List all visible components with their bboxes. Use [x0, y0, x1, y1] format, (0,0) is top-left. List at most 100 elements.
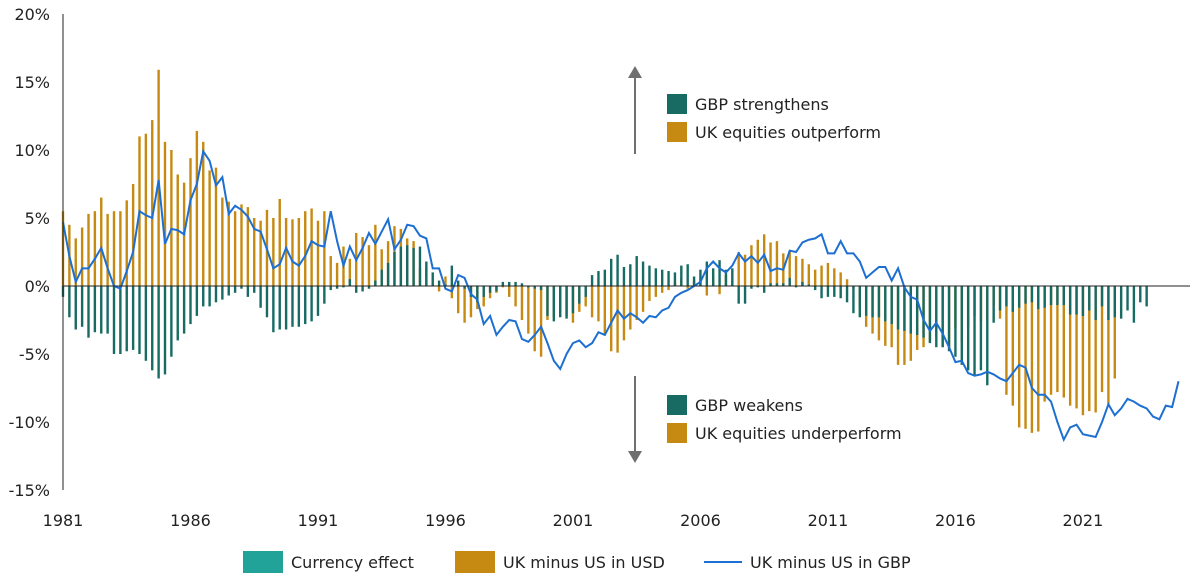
currency-bar — [1005, 286, 1008, 307]
currency-bar — [661, 269, 664, 286]
currency-bar — [240, 286, 243, 289]
currency-bar — [1062, 286, 1065, 306]
currency-bar — [826, 286, 830, 297]
currency-bar — [673, 272, 677, 286]
currency-bar — [979, 286, 983, 371]
currency-bar — [686, 264, 689, 286]
currency-bar — [724, 269, 728, 286]
usd-bar — [1037, 286, 1040, 432]
legend-label-usd: UK minus US in USD — [503, 553, 665, 572]
currency-bar — [68, 286, 71, 318]
usd-bar — [93, 211, 97, 286]
usd-bar — [743, 254, 747, 286]
currency-bar — [272, 286, 275, 333]
currency-bar — [1107, 286, 1110, 320]
currency-bar — [1030, 286, 1034, 303]
currency-bar — [769, 283, 772, 286]
usd-bar — [1107, 286, 1110, 405]
usd-bar — [1030, 286, 1034, 433]
usd-bar — [278, 198, 281, 286]
currency-bar — [1113, 286, 1116, 318]
currency-bar — [170, 286, 173, 357]
usd-bar — [310, 208, 313, 286]
currency-bar — [692, 276, 696, 286]
usd-bar — [1081, 286, 1085, 416]
currency-bar — [731, 268, 734, 286]
usd-bar — [329, 256, 332, 286]
currency-bar — [737, 286, 740, 304]
usd-bar — [437, 286, 441, 292]
usd-bar — [1024, 286, 1027, 429]
currency-bar — [750, 286, 753, 289]
currency-bar — [1049, 286, 1053, 306]
usd-bar — [807, 264, 811, 286]
currency-bar — [922, 286, 925, 338]
x-tick-label: 2001 — [553, 511, 594, 530]
legend: Currency effect UK minus US in USD UK mi… — [243, 551, 911, 573]
usd-bar — [157, 69, 160, 286]
currency-bar — [265, 286, 269, 318]
currency-bar — [794, 286, 798, 288]
usd-bar — [100, 197, 103, 286]
currency-bar — [323, 286, 326, 304]
y-tick-label: 10% — [14, 141, 50, 160]
usd-bar — [469, 286, 473, 318]
usd-bar — [208, 170, 211, 286]
currency-bar — [807, 284, 811, 286]
ann-up-swatch-currency — [667, 94, 687, 114]
y-tick-label: 0% — [25, 277, 50, 296]
currency-bars — [61, 245, 1148, 386]
usd-bar — [1075, 286, 1078, 409]
currency-bar — [864, 286, 868, 316]
currency-bar — [960, 286, 963, 365]
usd-bar — [501, 286, 505, 288]
currency-bar — [635, 256, 638, 286]
usd-bar — [374, 224, 377, 286]
usd-bar — [762, 234, 766, 286]
currency-bar — [125, 286, 128, 352]
currency-bar — [527, 286, 530, 288]
currency-bar — [1139, 286, 1142, 303]
currency-bar — [399, 246, 403, 286]
usd-bar — [87, 213, 90, 286]
currency-bar — [1081, 286, 1085, 316]
currency-bar — [788, 277, 791, 286]
usd-bar — [616, 286, 619, 353]
currency-bar — [444, 284, 447, 286]
currency-bar — [896, 286, 900, 330]
currency-bar — [884, 286, 887, 322]
currency-bar — [418, 246, 422, 286]
currency-bar — [1075, 286, 1078, 315]
usd-bar — [597, 286, 600, 322]
currency-bar — [584, 286, 587, 297]
usd-bar — [304, 211, 307, 286]
usd-bar — [259, 220, 262, 286]
usd-bar — [246, 207, 250, 286]
currency-bar — [546, 286, 549, 316]
currency-bar — [227, 286, 230, 296]
usd-bar — [253, 218, 256, 286]
currency-bar — [208, 286, 211, 307]
currency-bar — [571, 286, 575, 314]
currency-bar — [1056, 286, 1059, 306]
currency-bar — [648, 265, 651, 286]
currency-bar — [100, 286, 103, 334]
currency-bar — [813, 286, 817, 291]
currency-bar — [705, 261, 709, 286]
usd-bar — [112, 211, 116, 286]
currency-bar — [176, 286, 179, 341]
currency-bar — [852, 286, 855, 314]
currency-bar — [1011, 286, 1014, 312]
y-tick-label: -5% — [19, 345, 50, 364]
currency-bar — [603, 269, 607, 286]
usd-bar — [610, 286, 613, 352]
currency-bar — [278, 286, 281, 330]
usd-bar — [539, 286, 543, 357]
currency-bar — [622, 266, 626, 286]
usd-bar — [1062, 286, 1065, 398]
usd-bar — [1088, 286, 1091, 412]
currency-bar — [412, 247, 415, 286]
usd-bar — [221, 197, 224, 286]
usd-bar — [74, 238, 77, 286]
usd-bar — [380, 249, 383, 286]
